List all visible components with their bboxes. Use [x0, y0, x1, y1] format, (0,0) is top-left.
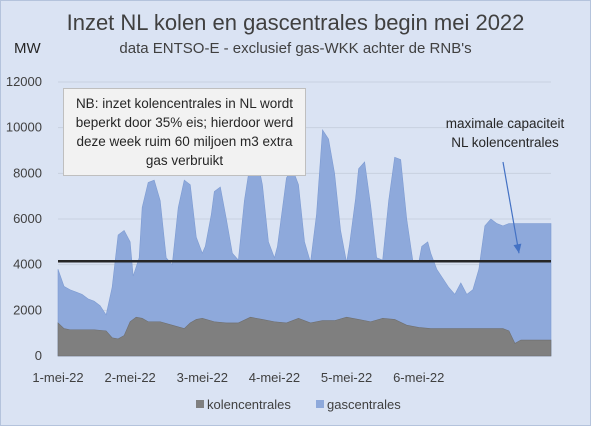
y-tick-label: 0 [35, 348, 42, 363]
legend-label-gascentrales: gascentrales [327, 397, 401, 412]
y-axis-label: MW [14, 40, 41, 57]
y-tick-labels: 0 2000 4000 6000 8000 10000 12000 [6, 74, 42, 363]
x-tick-label: 5-mei-22 [321, 370, 372, 385]
arrow-head [513, 243, 522, 254]
areas [57, 129, 552, 357]
x-tick-label: 2-mei-22 [104, 370, 155, 385]
legend-label-kolencentrales: kolencentrales [207, 397, 291, 412]
arrow-shaft [502, 161, 520, 254]
x-tick-label: 4-mei-22 [249, 370, 300, 385]
capacity-arrow [502, 161, 522, 254]
note-box: NB: inzet kolencentrales in NL wordt bep… [63, 88, 306, 176]
y-tick-label: 12000 [6, 74, 42, 89]
legend-swatch-kolencentrales [196, 400, 204, 408]
chart-subtitle: data ENTSO-E - exclusief gas-WKK achter … [119, 40, 472, 57]
capacity-label: maximale capaciteit NL kolencentrales [430, 114, 580, 152]
x-tick-label: 3-mei-22 [177, 370, 228, 385]
legend-swatch-gascentrales [316, 400, 324, 408]
y-tick-label: 2000 [13, 302, 42, 317]
chart-title: Inzet NL kolen en gascentrales begin mei… [66, 10, 525, 35]
y-tick-label: 6000 [13, 211, 42, 226]
x-tick-label: 6-mei-22 [393, 370, 444, 385]
capacity-label-line-2: NL kolencentrales [451, 135, 559, 150]
y-tick-label: 10000 [6, 120, 42, 135]
y-tick-label: 4000 [13, 257, 42, 272]
legend: kolencentrales gascentrales [196, 397, 401, 412]
x-tick-label: 1-mei-22 [32, 370, 83, 385]
x-tick-labels: 1-mei-22 2-mei-22 3-mei-22 4-mei-22 5-mei-22… [32, 370, 444, 385]
capacity-label-line-1: maximale capaciteit [445, 116, 565, 131]
gas-area [57, 129, 552, 357]
y-tick-label: 8000 [13, 165, 42, 180]
coal-area [57, 316, 552, 357]
